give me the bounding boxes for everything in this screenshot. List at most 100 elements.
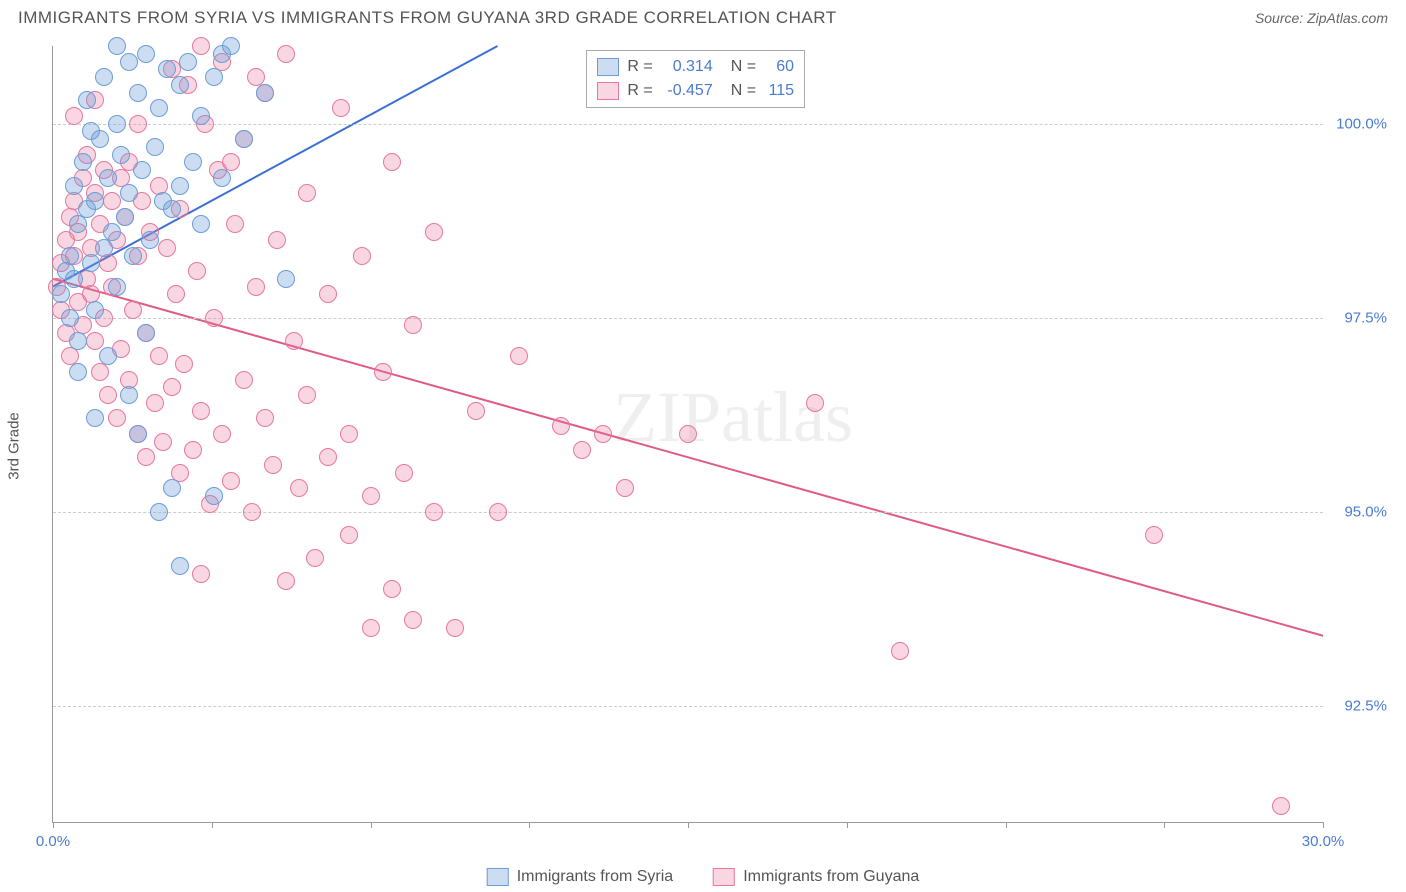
legend-label: Immigrants from Syria xyxy=(517,868,673,886)
marker-guyana xyxy=(103,192,121,210)
marker-syria xyxy=(69,363,87,381)
y-axis-label: 3rd Grade xyxy=(6,412,23,480)
legend-label: Immigrants from Guyana xyxy=(743,868,919,886)
marker-guyana xyxy=(573,441,591,459)
x-tick-label: 0.0% xyxy=(36,833,70,850)
marker-guyana xyxy=(146,394,164,412)
marker-guyana xyxy=(91,363,109,381)
n-label: N = xyxy=(731,55,756,79)
series-legend: Immigrants from Syria Immigrants from Guy… xyxy=(487,868,920,886)
x-tick xyxy=(688,822,689,828)
marker-guyana xyxy=(167,285,185,303)
marker-syria xyxy=(171,557,189,575)
marker-syria xyxy=(108,115,126,133)
x-tick xyxy=(529,822,530,828)
legend-item: Immigrants from Syria xyxy=(487,868,673,886)
marker-syria xyxy=(171,76,189,94)
marker-syria xyxy=(256,84,274,102)
marker-guyana xyxy=(192,565,210,583)
marker-guyana xyxy=(290,479,308,497)
legend-swatch xyxy=(487,868,509,886)
marker-guyana xyxy=(1272,797,1290,815)
marker-guyana xyxy=(192,402,210,420)
marker-guyana xyxy=(256,409,274,427)
n-value: 115 xyxy=(764,79,794,103)
source-attribution: Source: ZipAtlas.com xyxy=(1255,10,1388,26)
marker-syria xyxy=(205,487,223,505)
marker-syria xyxy=(65,177,83,195)
marker-syria xyxy=(65,270,83,288)
marker-guyana xyxy=(124,301,142,319)
marker-guyana xyxy=(137,448,155,466)
marker-guyana xyxy=(243,503,261,521)
marker-syria xyxy=(277,270,295,288)
marker-guyana xyxy=(1145,526,1163,544)
r-value: 0.314 xyxy=(661,55,713,79)
x-tick xyxy=(847,822,848,828)
marker-guyana xyxy=(99,254,117,272)
marker-guyana xyxy=(163,378,181,396)
marker-guyana xyxy=(340,425,358,443)
gridline-h xyxy=(53,124,1323,125)
y-tick-label: 100.0% xyxy=(1336,115,1387,132)
marker-guyana xyxy=(353,247,371,265)
n-label: N = xyxy=(731,79,756,103)
marker-syria xyxy=(82,254,100,272)
marker-syria xyxy=(205,68,223,86)
marker-guyana xyxy=(616,479,634,497)
marker-guyana xyxy=(510,347,528,365)
marker-guyana xyxy=(285,332,303,350)
marker-guyana xyxy=(489,503,507,521)
marker-guyana xyxy=(362,487,380,505)
marker-syria xyxy=(69,332,87,350)
marker-syria xyxy=(163,479,181,497)
marker-guyana xyxy=(374,363,392,381)
x-tick-label: 30.0% xyxy=(1302,833,1345,850)
r-value: -0.457 xyxy=(661,79,713,103)
marker-syria xyxy=(82,122,100,140)
marker-guyana xyxy=(226,215,244,233)
marker-syria xyxy=(129,84,147,102)
marker-guyana xyxy=(404,316,422,334)
marker-guyana xyxy=(298,184,316,202)
plot-area: ZIPatlas R =0.314N =60R =-0.457N =115 92… xyxy=(52,46,1323,823)
marker-guyana xyxy=(332,99,350,117)
marker-guyana xyxy=(594,425,612,443)
n-value: 60 xyxy=(764,55,794,79)
legend-swatch xyxy=(597,82,619,100)
marker-guyana xyxy=(86,332,104,350)
marker-syria xyxy=(120,53,138,71)
marker-syria xyxy=(192,107,210,125)
x-tick xyxy=(371,822,372,828)
marker-guyana xyxy=(425,503,443,521)
marker-syria xyxy=(137,324,155,342)
marker-syria xyxy=(146,138,164,156)
marker-guyana xyxy=(99,386,117,404)
marker-guyana xyxy=(264,456,282,474)
marker-syria xyxy=(86,301,104,319)
marker-syria xyxy=(150,99,168,117)
marker-guyana xyxy=(213,425,231,443)
legend-swatch xyxy=(713,868,735,886)
marker-guyana xyxy=(65,107,83,125)
marker-syria xyxy=(158,60,176,78)
marker-guyana xyxy=(806,394,824,412)
marker-syria xyxy=(124,247,142,265)
r-label: R = xyxy=(627,79,652,103)
marker-syria xyxy=(86,192,104,210)
marker-syria xyxy=(78,91,96,109)
marker-syria xyxy=(163,200,181,218)
marker-guyana xyxy=(268,231,286,249)
marker-guyana xyxy=(222,472,240,490)
marker-syria xyxy=(103,223,121,241)
marker-guyana xyxy=(150,347,168,365)
marker-syria xyxy=(141,231,159,249)
marker-syria xyxy=(61,309,79,327)
marker-syria xyxy=(222,37,240,55)
marker-syria xyxy=(61,247,79,265)
marker-guyana xyxy=(247,278,265,296)
marker-guyana xyxy=(679,425,697,443)
marker-guyana xyxy=(425,223,443,241)
marker-syria xyxy=(184,153,202,171)
marker-syria xyxy=(171,177,189,195)
